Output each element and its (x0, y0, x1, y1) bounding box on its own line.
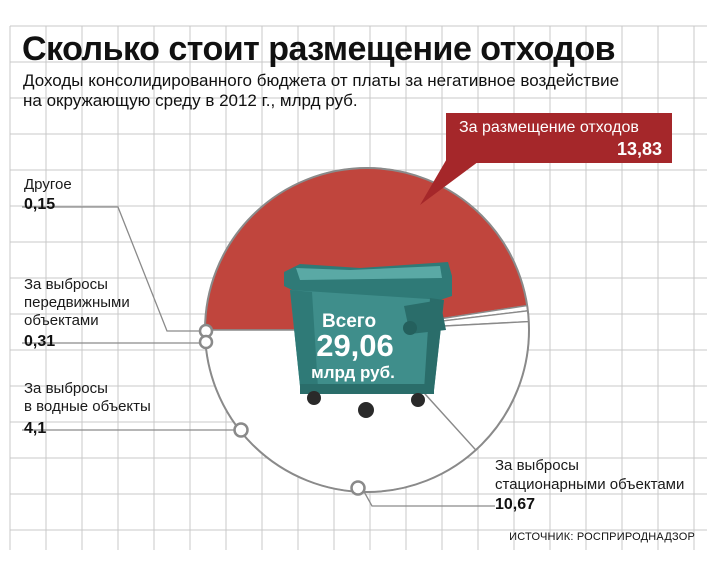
source-note: ИСТОЧНИК: РОСПРИРОДНАДЗОР (509, 531, 695, 543)
label-stationary: За выбросы стационарными объектами (495, 457, 684, 493)
value-water: 4,1 (24, 420, 46, 437)
leader-line-stationary (361, 487, 495, 507)
value-other: 0,15 (24, 196, 55, 213)
marker-stationary (350, 480, 366, 496)
lbl-mobile-line-1: За выбросы (24, 276, 108, 293)
callout-pointer (420, 150, 494, 205)
total-label: Всего (322, 311, 376, 332)
callout-waste: За размещение отходов 13,83 (420, 113, 672, 205)
chart-subtitle-line2: на окружающую среду в 2012 г., млрд руб. (23, 91, 358, 110)
value-stationary: 10,67 (495, 496, 535, 513)
lbl-stationary-line-1: За выбросы (495, 457, 579, 474)
garbage-bin-icon: Всего 29,06 млрд руб. (284, 262, 452, 418)
value-waste: 13,83 (617, 139, 662, 159)
total-value: 29,06 (316, 328, 394, 363)
callout-box (446, 113, 672, 163)
value-mobile: 0,31 (24, 333, 55, 350)
total-unit: млрд руб. (311, 363, 395, 382)
chart-subtitle-line1: Доходы консолидированного бюджета от пла… (23, 71, 619, 90)
lbl-mobile-line-3: объектами (24, 312, 99, 329)
lbl-water-line-1: За выбросы (24, 380, 108, 397)
lbl-mobile-line-2: передвижными (24, 294, 130, 311)
leader-line-other (22, 206, 203, 332)
lbl-water-line-2: в водные объекты (24, 398, 151, 415)
label-other: Другое (24, 176, 72, 193)
marker-mobile (198, 334, 214, 350)
chart-title: Сколько стоит размещение отходов (22, 30, 615, 68)
lbl-stationary-line-2: стационарными объектами (495, 476, 684, 493)
leader-lines (22, 206, 495, 507)
label-waste: За размещение отходов (459, 119, 639, 136)
marker-water (233, 422, 249, 438)
